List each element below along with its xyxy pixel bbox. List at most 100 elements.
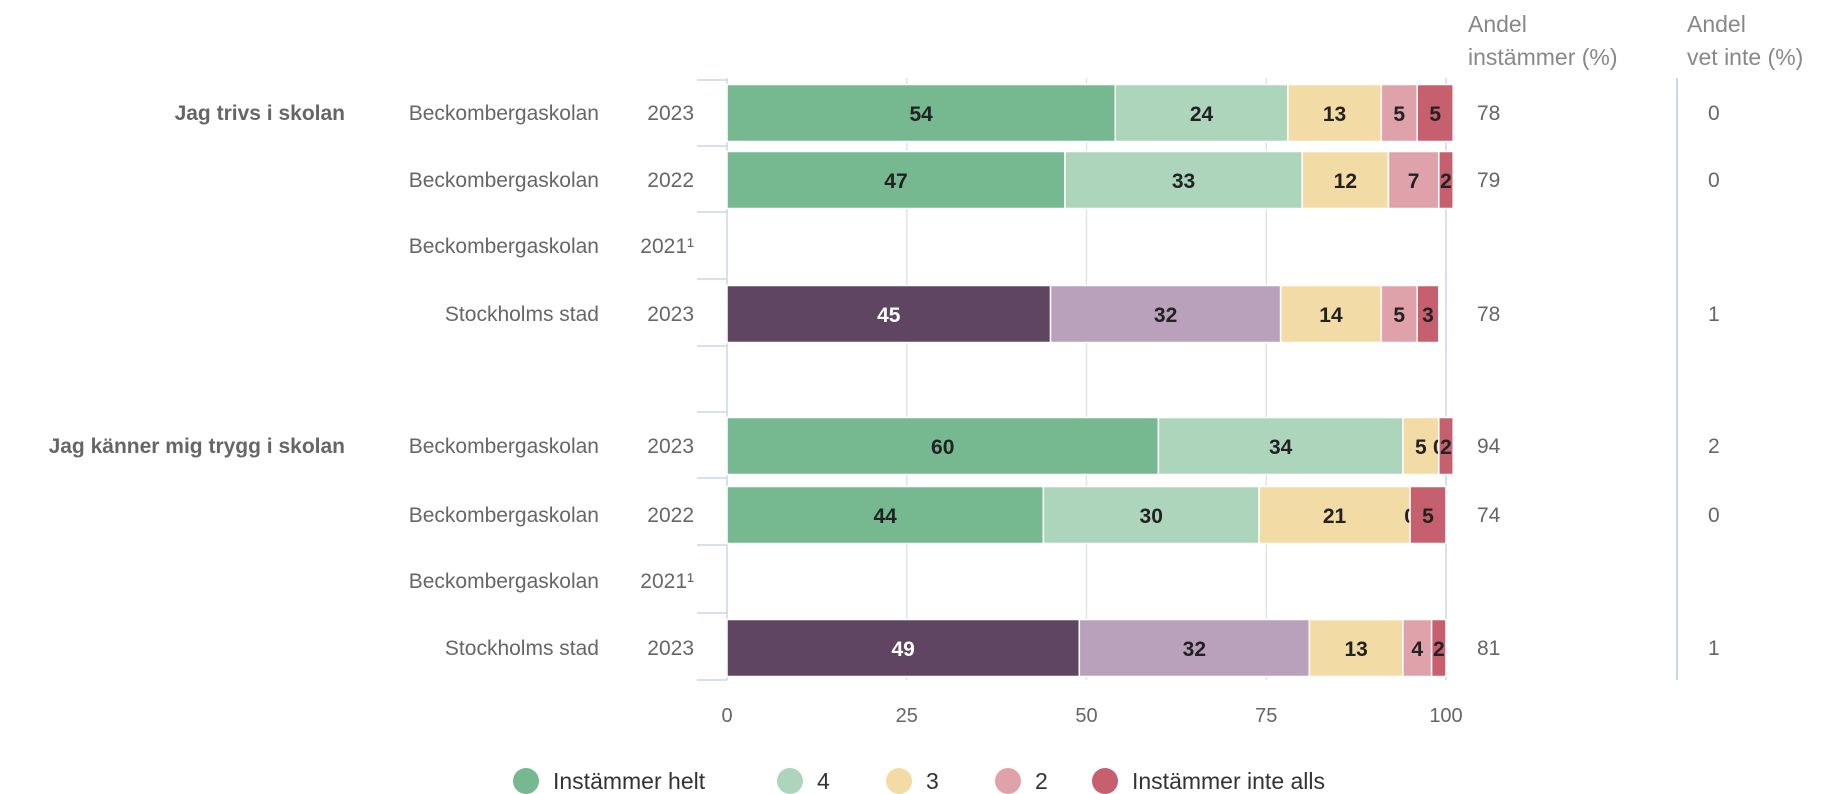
data-label: 2 bbox=[1440, 170, 1452, 193]
data-label: 32 bbox=[1183, 638, 1206, 661]
data-label: 21 bbox=[1323, 505, 1347, 528]
bar-segment bbox=[726, 485, 1045, 545]
entity-label: Stockholms stad bbox=[445, 637, 599, 660]
x-tick-label: 0 bbox=[721, 705, 732, 727]
bar-segment bbox=[1438, 150, 1454, 210]
question-label: Jag känner mig trygg i skolan bbox=[49, 435, 345, 458]
year-label: 2023 bbox=[647, 435, 694, 458]
legend-label: 4 bbox=[817, 768, 830, 794]
value-columns: 78 0 79 0 78 1 94 2 74 0 81 1 bbox=[1477, 102, 1720, 660]
data-label: 13 bbox=[1344, 638, 1367, 661]
legend-swatch bbox=[995, 768, 1021, 794]
entity-label: Beckombergaskolan bbox=[409, 435, 599, 458]
x-axis-ticks: 0 25 50 75 100 bbox=[721, 705, 1462, 727]
agree-value: 81 bbox=[1477, 637, 1500, 660]
bar-segment bbox=[726, 618, 1081, 678]
dontknow-header-line: vet inte (%) bbox=[1687, 44, 1803, 70]
bar-segment bbox=[1308, 618, 1404, 678]
dontknow-value: 1 bbox=[1708, 637, 1720, 660]
data-label: 54 bbox=[909, 103, 933, 126]
agree-value: 78 bbox=[1477, 102, 1500, 125]
bar-segment bbox=[726, 83, 1117, 143]
year-label: 2021¹ bbox=[640, 235, 694, 258]
bar-segment bbox=[1409, 485, 1447, 545]
row-labels: Jag trivs i skolan Beckombergaskolan 2023 B… bbox=[49, 102, 694, 660]
entity-label: Beckombergaskolan bbox=[409, 504, 599, 527]
legend-label: Instämmer inte alls bbox=[1132, 768, 1325, 794]
data-label: 24 bbox=[1190, 103, 1214, 126]
x-tick-label: 50 bbox=[1075, 705, 1097, 727]
entity-label: Beckombergaskolan bbox=[409, 570, 599, 593]
year-label: 2022 bbox=[647, 169, 694, 192]
entity-label: Stockholms stad bbox=[445, 303, 599, 326]
entity-label: Beckombergaskolan bbox=[409, 102, 599, 125]
agree-header-line: Andel bbox=[1468, 11, 1527, 37]
data-label: 5 bbox=[1429, 103, 1441, 126]
legend-swatch bbox=[886, 768, 912, 794]
dontknow-value: 0 bbox=[1708, 169, 1720, 192]
bar-segment bbox=[1114, 83, 1289, 143]
year-label: 2021¹ bbox=[640, 570, 694, 593]
bar-segment bbox=[1064, 150, 1303, 210]
bars: 5424135547331272453214536034502443021054… bbox=[726, 83, 1454, 678]
data-label: 3 bbox=[1422, 304, 1434, 327]
data-label: 5 bbox=[1393, 304, 1405, 327]
dontknow-value: 0 bbox=[1708, 102, 1720, 125]
agree-header-line: instämmer (%) bbox=[1468, 44, 1618, 70]
x-tick-label: 75 bbox=[1255, 705, 1277, 727]
data-label: 49 bbox=[891, 638, 914, 661]
bar-segment bbox=[726, 284, 1052, 344]
bar-segment bbox=[1049, 284, 1282, 344]
bar-segment bbox=[1438, 416, 1454, 476]
column-headers: Andel instämmer (%) Andel vet inte (%) bbox=[1468, 11, 1803, 70]
entity-label: Beckombergaskolan bbox=[409, 235, 599, 258]
data-label: 5 bbox=[1415, 436, 1427, 459]
agree-value: 78 bbox=[1477, 303, 1500, 326]
year-label: 2023 bbox=[647, 637, 694, 660]
bar-segment bbox=[1430, 618, 1447, 678]
legend-swatch bbox=[513, 768, 539, 794]
data-label: 14 bbox=[1319, 304, 1343, 327]
bar-segment bbox=[1042, 485, 1260, 545]
data-label: 12 bbox=[1334, 170, 1357, 193]
data-label: 32 bbox=[1154, 304, 1177, 327]
question-label: Jag trivs i skolan bbox=[175, 102, 345, 125]
bar-segment bbox=[726, 416, 1160, 476]
data-label: 30 bbox=[1140, 505, 1163, 528]
bar-segment bbox=[1416, 284, 1440, 344]
year-label: 2023 bbox=[647, 102, 694, 125]
bar-segment bbox=[1078, 618, 1311, 678]
legend-swatch bbox=[1092, 768, 1118, 794]
dontknow-header-line: Andel bbox=[1687, 11, 1746, 37]
data-label: 2 bbox=[1440, 436, 1452, 459]
x-tick-label: 25 bbox=[896, 705, 918, 727]
bar-segment bbox=[1287, 83, 1383, 143]
bar-segment bbox=[1258, 485, 1411, 545]
entity-label: Beckombergaskolan bbox=[409, 169, 599, 192]
data-label: 45 bbox=[877, 304, 901, 327]
bar-segment bbox=[1157, 416, 1404, 476]
bar-segment bbox=[1402, 618, 1433, 678]
x-tick-label: 100 bbox=[1429, 705, 1462, 727]
bar-segment bbox=[726, 150, 1066, 210]
data-label: 2 bbox=[1433, 638, 1445, 661]
data-label: 34 bbox=[1269, 436, 1293, 459]
dontknow-value: 2 bbox=[1708, 435, 1720, 458]
legend-label: 2 bbox=[1035, 768, 1048, 794]
agree-value: 74 bbox=[1477, 504, 1501, 527]
legend-label: 3 bbox=[926, 768, 939, 794]
bar-segment bbox=[1301, 150, 1390, 210]
data-label: 4 bbox=[1411, 638, 1423, 661]
data-label: 7 bbox=[1408, 170, 1420, 193]
bar-segment bbox=[1387, 150, 1440, 210]
dontknow-value: 0 bbox=[1708, 504, 1720, 527]
year-label: 2023 bbox=[647, 303, 694, 326]
data-label: 60 bbox=[931, 436, 954, 459]
data-label: 5 bbox=[1422, 505, 1434, 528]
data-label: 47 bbox=[884, 170, 907, 193]
data-label: 44 bbox=[874, 505, 898, 528]
agree-value: 94 bbox=[1477, 435, 1501, 458]
dontknow-value: 1 bbox=[1708, 303, 1720, 326]
bar-segment bbox=[1416, 83, 1454, 143]
